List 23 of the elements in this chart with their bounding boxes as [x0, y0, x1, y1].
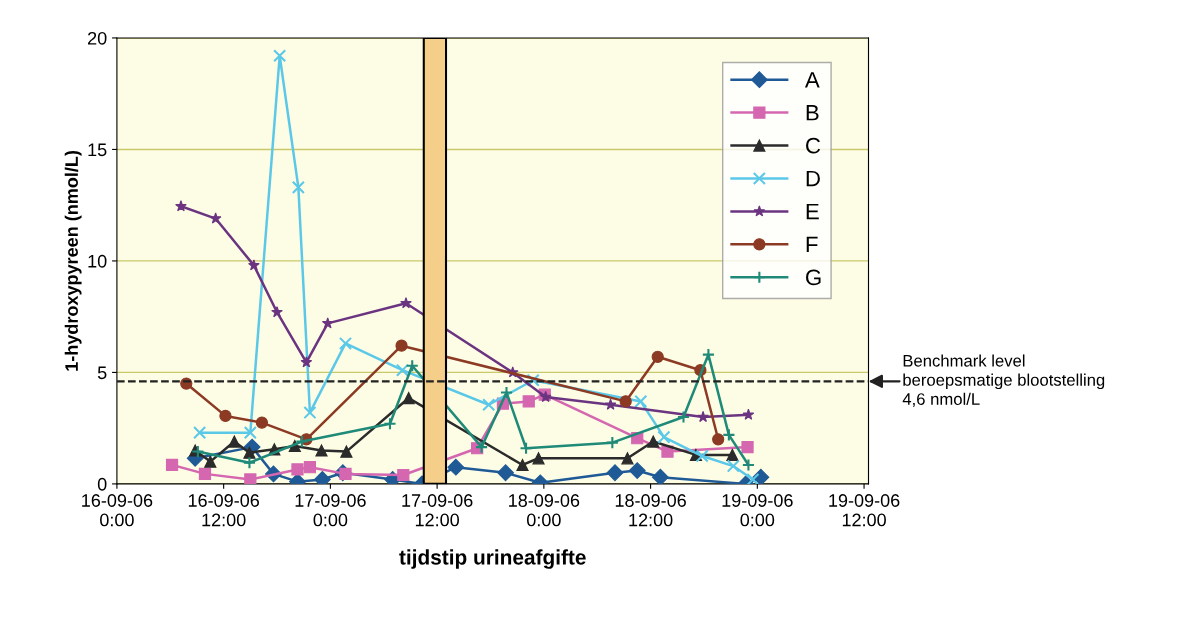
- x-tick-label: 19-09-06 12:00: [829, 494, 900, 527]
- x-tick-label: 18-09-06 0:00: [509, 494, 580, 527]
- x-tick-label: 19-09-06 0:00: [722, 494, 793, 527]
- y-tick-label: 20: [88, 31, 107, 45]
- x-tick-label: 18-09-06 12:00: [615, 494, 686, 527]
- legend-label: C: [806, 137, 821, 154]
- legend-label: E: [806, 203, 819, 220]
- y-tick-label: 5: [97, 366, 107, 380]
- x-tick-label: 17-09-06 0:00: [295, 494, 366, 527]
- legend-label: A: [804, 72, 820, 88]
- ref-line-label: Benchmark level beroepsmatige blootstelling 4,6 nmol/L: [902, 354, 1105, 407]
- y-tick-label: 15: [88, 143, 107, 157]
- x-axis-title: tijdstip urineafgifte: [399, 549, 586, 569]
- legend-label: F: [806, 236, 818, 253]
- y-tick-label: 10: [88, 254, 107, 268]
- y-tick-label: 0: [97, 477, 107, 491]
- x-tick-label: 16-09-06 12:00: [188, 494, 259, 527]
- y-axis-title: 1-hydroxypyreen (nmol/L): [64, 150, 82, 371]
- legend-label: B: [806, 105, 819, 121]
- x-tick-label: 16-09-06 0:00: [82, 494, 153, 527]
- legend-label: D: [806, 170, 820, 187]
- legend-label: G: [806, 269, 821, 286]
- x-tick-label: 17-09-06 12:00: [402, 494, 473, 527]
